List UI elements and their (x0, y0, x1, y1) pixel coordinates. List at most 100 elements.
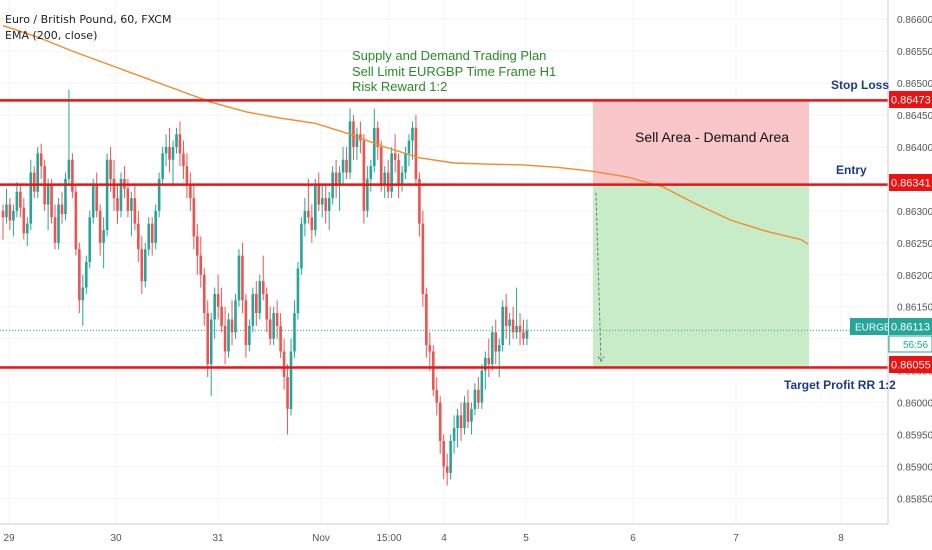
candle-body (227, 319, 230, 352)
candle-body (522, 332, 525, 339)
candle-body (88, 217, 92, 262)
symbol-title: Euro / British Pound, 60, FXCM (5, 13, 172, 26)
candle-body (126, 188, 130, 211)
candle-body (386, 172, 390, 192)
candle-body (362, 140, 366, 211)
candle-body (53, 217, 57, 243)
candle-body (442, 440, 445, 467)
candle-body (525, 330, 529, 339)
candle-body (452, 428, 456, 441)
target-badge: 0.86055 (889, 356, 932, 373)
entry-label: Entry (836, 163, 867, 177)
candle-body (161, 153, 164, 179)
risk-zone (593, 100, 809, 185)
candle-body (511, 319, 515, 333)
candle-body (12, 210, 15, 221)
candle-body (261, 281, 265, 294)
candle-body (175, 134, 178, 147)
candle-body (164, 146, 168, 154)
candle-body (241, 255, 244, 301)
candle-body (369, 166, 373, 179)
candle-body (300, 223, 303, 269)
candle-body (112, 178, 116, 199)
candle-body (137, 223, 140, 250)
candle-body (178, 134, 182, 154)
sell-area-label: Sell Area - Demand Area (635, 129, 789, 145)
candle-body (338, 172, 341, 186)
candle-body (334, 172, 338, 186)
stop-loss-label: Stop Loss (831, 78, 889, 92)
candle-body (216, 293, 220, 307)
y-tick-label: 0.86450 (897, 111, 932, 122)
candle-body (490, 332, 494, 365)
candle-body (293, 313, 296, 352)
candle-body (393, 153, 397, 160)
candle-body (251, 293, 255, 326)
candle-body (78, 249, 81, 301)
y-axis[interactable]: 0.86600 0.86550 0.86500 0.86450 0.86400 0.863… (897, 15, 932, 505)
candle-body (456, 415, 459, 429)
candle-body (237, 255, 241, 301)
candle-body (185, 166, 189, 186)
price-path-arrow (595, 192, 605, 363)
candle-body (504, 306, 508, 326)
candle-body (352, 121, 355, 147)
candle-body (275, 313, 279, 326)
candle-body (189, 185, 192, 199)
y-tick-label: 0.85950 (897, 431, 932, 442)
candle-body (411, 127, 414, 141)
candle-body (130, 198, 133, 211)
candle-body (209, 319, 213, 365)
entry-badge: 0.86341 (889, 174, 932, 191)
candle-body (303, 210, 307, 224)
candle-body (341, 159, 345, 173)
candle-body (438, 402, 442, 441)
candle-body (400, 172, 404, 186)
candle-body (84, 262, 88, 288)
current-price: 0.86113 (891, 322, 930, 334)
candle-body (98, 210, 102, 243)
candle-body (213, 293, 216, 320)
candle-body (449, 440, 452, 473)
candle-body (431, 351, 435, 390)
candle-body (466, 402, 470, 422)
candle-body (1, 210, 5, 218)
ema-200-line (2, 24, 809, 245)
candle-body (57, 204, 60, 243)
candle-body (29, 172, 33, 224)
candle-body (425, 293, 428, 346)
candle-body (289, 351, 293, 409)
candle-body (376, 127, 380, 147)
candle-body (324, 198, 328, 211)
candle-body (397, 159, 400, 186)
indicator-label[interactable]: EMA (200, close) (5, 29, 98, 42)
x-axis[interactable]: 29 30 31 Nov 15:00 4 5 6 7 8 (3, 533, 844, 544)
candle-body (463, 402, 466, 429)
candle-body (473, 389, 477, 409)
x-tick-label: 15:00 (376, 533, 401, 544)
candle-body (119, 178, 123, 211)
current-price-badge: EURGBP 0.86113 56:56 (850, 318, 932, 353)
y-tick-label: 0.85850 (897, 494, 932, 505)
candle-body (258, 281, 262, 314)
candle-body (372, 127, 376, 167)
y-tick-label: 0.86000 (897, 399, 932, 410)
x-tick-label: 8 (838, 533, 844, 544)
reward-zone (593, 184, 809, 368)
candle-body (154, 210, 157, 243)
candle-body (105, 159, 109, 231)
candle-body (67, 159, 71, 179)
current-symbol: EURGBP (855, 323, 898, 334)
candle-body (220, 306, 223, 326)
candle-body (95, 185, 98, 211)
candle-body (286, 377, 289, 409)
candle-body (470, 408, 473, 422)
candle-body (310, 217, 314, 231)
candle-body (477, 389, 480, 403)
candle-body (32, 172, 36, 192)
y-tick-label: 0.86250 (897, 239, 932, 250)
candle-body (327, 198, 331, 211)
candle-body (50, 185, 53, 218)
